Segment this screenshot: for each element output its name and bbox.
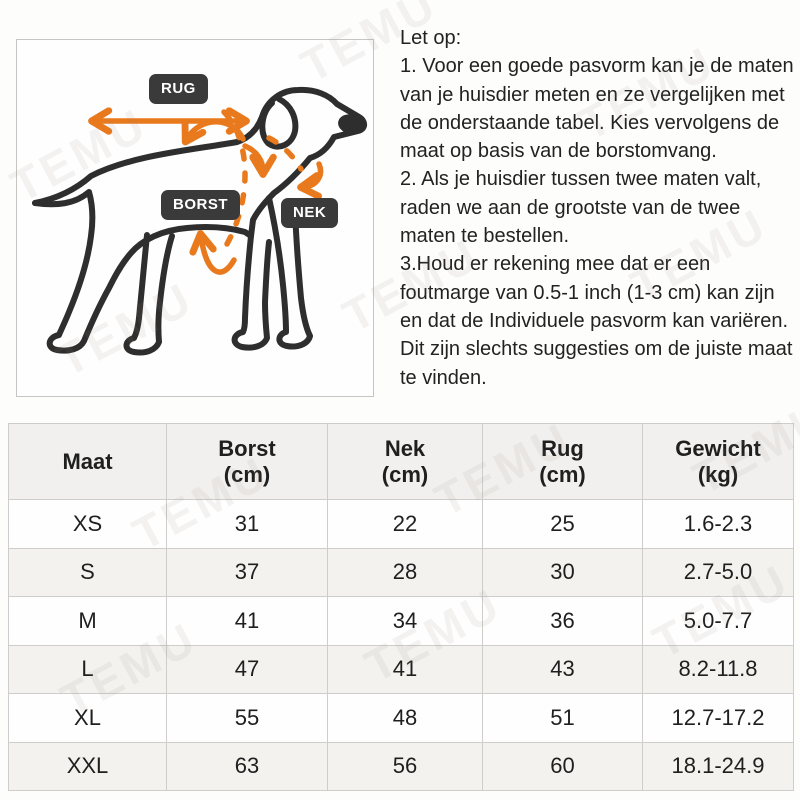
nek-girth-dashed: [266, 135, 304, 172]
cell-rug: 25: [482, 499, 643, 549]
cell-borst: 63: [166, 741, 328, 791]
table-row-m: M 41 34 36 5.0-7.7: [8, 596, 794, 646]
cell-borst: 41: [166, 596, 328, 646]
cell-borst: 55: [166, 693, 328, 743]
cell-gewicht: 5.0-7.7: [642, 596, 794, 646]
cell-gewicht: 18.1-24.9: [642, 741, 794, 791]
cell-size: S: [8, 547, 167, 597]
borst-measure-label: BORST: [161, 190, 240, 220]
header-rug: Rug (cm): [482, 423, 643, 500]
dog-outline: [32, 86, 368, 356]
nek-measure-label: NEK: [281, 198, 339, 228]
cell-gewicht: 8.2-11.8: [642, 644, 794, 694]
cell-size: XS: [8, 499, 167, 549]
header-nek: Nek (cm): [327, 423, 483, 500]
cell-rug: 36: [482, 596, 643, 646]
cell-gewicht: 2.7-5.0: [642, 547, 794, 597]
dog-nose: [338, 114, 362, 134]
cell-nek: 34: [327, 596, 483, 646]
table-row-xl: XL 55 48 51 12.7-17.2: [8, 693, 794, 743]
table-row-l: L 47 41 43 8.2-11.8: [8, 644, 794, 694]
cell-gewicht: 12.7-17.2: [642, 693, 794, 743]
cell-nek: 22: [327, 499, 483, 549]
nek-girth-arrow-left: [242, 143, 277, 178]
cell-size: XL: [8, 693, 167, 743]
dog-illustration: [32, 86, 368, 356]
cell-nek: 48: [327, 693, 483, 743]
nek-girth-arrow-right: [297, 161, 324, 200]
header-maat: Maat: [8, 423, 167, 500]
note-item-3: 3.Houd er rekening mee dat er een foutma…: [400, 253, 793, 389]
table-row-xs: XS 31 22 25 1.6-2.3: [8, 499, 794, 549]
size-table: Maat Borst (cm) Nek (cm) Rug (cm) Gewich…: [8, 423, 794, 791]
measurement-marks: [88, 107, 324, 275]
header-gewicht: Gewicht (kg): [642, 423, 794, 500]
borst-girth-arrow-top: [181, 118, 246, 146]
fitting-notes: Let op: 1. Voor een goede pasvorm kan je…: [400, 24, 796, 392]
cell-borst: 31: [166, 499, 328, 549]
cell-size: L: [8, 644, 167, 694]
cell-nek: 56: [327, 741, 483, 791]
dog-measurement-diagram: RUG BORST NEK: [16, 39, 374, 397]
cell-size: XXL: [8, 741, 167, 791]
cell-borst: 37: [166, 547, 328, 597]
table-row-s: S 37 28 30 2.7-5.0: [8, 547, 794, 597]
note-item-1: 1. Voor een goede pasvorm kan je de mate…: [400, 55, 794, 163]
borst-girth-dashed: [218, 109, 248, 257]
borst-girth-arrow-bottom: [189, 230, 237, 275]
cell-rug: 43: [482, 644, 643, 694]
cell-rug: 60: [482, 741, 643, 791]
cell-borst: 47: [166, 644, 328, 694]
cell-nek: 41: [327, 644, 483, 694]
rug-measure-label: RUG: [149, 74, 208, 104]
table-row-xxl: XXL 63 56 60 18.1-24.9: [8, 741, 794, 791]
notes-title: Let op:: [400, 27, 462, 49]
cell-gewicht: 1.6-2.3: [642, 499, 794, 549]
cell-nek: 28: [327, 547, 483, 597]
cell-size: M: [8, 596, 167, 646]
cell-rug: 30: [482, 547, 643, 597]
cell-rug: 51: [482, 693, 643, 743]
table-header-row: Maat Borst (cm) Nek (cm) Rug (cm) Gewich…: [8, 423, 794, 500]
header-borst: Borst (cm): [166, 423, 328, 500]
note-item-2: 2. Als je huisdier tussen twee maten val…: [400, 168, 762, 248]
